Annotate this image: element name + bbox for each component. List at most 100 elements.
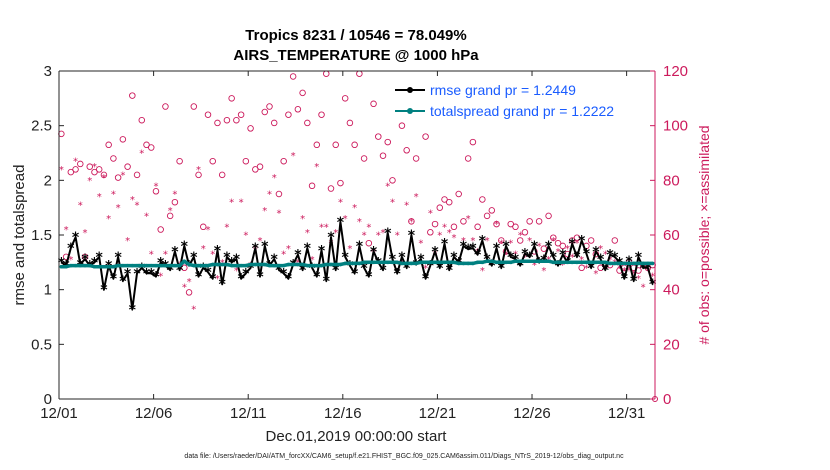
obs-possible-point (195, 171, 202, 179)
obs-possible-point (441, 196, 448, 203)
obs-possible-point (351, 141, 358, 149)
obs-assimilated-point: * (499, 239, 504, 250)
totalspread-point (404, 261, 409, 266)
obs-possible-point (483, 212, 491, 220)
rmse-point: * (143, 266, 151, 282)
rmse-point: * (138, 261, 146, 277)
obs-assimilated-point: * (447, 228, 452, 239)
rmse-point: * (606, 248, 614, 264)
obs-assimilated-point: * (201, 244, 206, 255)
totalspread-point (508, 260, 513, 265)
obs-possible-point (77, 160, 84, 168)
rmse-point: * (237, 272, 245, 288)
totalspread-point (352, 261, 357, 266)
obs-possible-point (327, 185, 335, 192)
totalspread-point (390, 260, 395, 265)
totalspread-point (603, 260, 608, 265)
obs-assimilated-point: * (357, 217, 362, 228)
obs-possible-point (516, 237, 524, 244)
obs-assimilated-point: * (73, 157, 78, 168)
totalspread-point (560, 260, 565, 265)
obs-possible-point (204, 111, 212, 118)
y2-tick-label: 120 (663, 63, 688, 80)
obs-possible-point (389, 177, 396, 184)
obs-assimilated-point: * (111, 190, 116, 201)
totalspread-point (504, 260, 508, 265)
totalspread-point (409, 261, 414, 266)
totalspread-point (456, 261, 461, 266)
rmse-point: * (247, 261, 255, 277)
obs-possible-point (408, 218, 415, 225)
totalspread-point (428, 260, 433, 265)
obs-possible-point (138, 116, 146, 124)
obs-possible-point (157, 226, 164, 233)
obs-assimilated-point: * (144, 211, 149, 222)
obs-assimilated-point: * (508, 239, 513, 250)
obs-assimilated-point: * (570, 252, 575, 263)
y2-tick-label: 0 (663, 391, 671, 408)
obs-assimilated-point: * (172, 190, 177, 201)
obs-possible-point (266, 103, 273, 110)
legend-rmse-marker (407, 87, 413, 93)
obs-assimilated-point: * (537, 241, 542, 252)
obs-assimilated-point: * (593, 269, 598, 280)
totalspread-point (362, 260, 366, 265)
obs-possible-point (450, 223, 458, 231)
obs-assimilated-point: * (556, 247, 561, 258)
totalspread-point (239, 263, 243, 268)
totalspread-point (291, 262, 295, 267)
totalspread-point (158, 263, 163, 268)
rmse-point: * (644, 261, 652, 277)
rmse-point: * (223, 250, 231, 266)
totalspread-point (225, 262, 229, 267)
rmse-point: * (327, 230, 335, 246)
obs-assimilated-point: * (139, 149, 144, 160)
obs-assimilated-point: * (262, 206, 267, 217)
totalspread-point (201, 263, 206, 268)
obs-assimilated-point: * (622, 266, 627, 277)
obs-possible-point (299, 89, 306, 97)
totalspread-point (177, 263, 182, 268)
obs-assimilated-point: * (78, 200, 83, 211)
rmse-point: * (219, 277, 227, 293)
obs-assimilated-point: * (522, 252, 527, 263)
obs-possible-point (474, 223, 481, 231)
rmse-point: * (181, 239, 189, 255)
obs-assimilated-point: * (480, 266, 485, 277)
y-tick-label: 2.5 (31, 118, 52, 135)
obs-possible-point (398, 122, 406, 129)
obs-possible-point (512, 223, 519, 231)
rmse-point: * (569, 237, 577, 253)
totalspread-point (532, 259, 537, 264)
totalspread-point (59, 264, 64, 269)
rmse-point: * (157, 255, 165, 271)
x-tick-label: 12/21 (419, 405, 457, 422)
obs-possible-point (313, 141, 321, 149)
totalspread-point (281, 263, 286, 268)
rmse-point: * (488, 259, 496, 275)
obs-assimilated-point: * (560, 261, 565, 272)
obs-assimilated-point: * (243, 231, 248, 242)
totalspread-point (490, 259, 494, 264)
totalspread-point (471, 261, 475, 266)
y-tick-label: 0.5 (31, 336, 52, 353)
legend-box (389, 80, 650, 122)
obs-possible-point (578, 264, 585, 272)
rmse-point: * (450, 250, 458, 266)
obs-assimilated-point: * (650, 272, 655, 283)
obs-assimilated-point: * (527, 236, 532, 247)
obs-assimilated-point: * (229, 198, 234, 209)
obs-assimilated-point: * (153, 181, 158, 192)
rmse-point: * (535, 255, 543, 271)
obs-possible-point (261, 108, 269, 116)
totalspread-point (565, 260, 570, 265)
obs-possible-point (252, 166, 259, 173)
rmse-point: * (318, 243, 326, 259)
rmse-point: * (129, 302, 137, 318)
obs-possible-point (162, 103, 169, 110)
rmse-point: * (649, 277, 657, 293)
rmse-point: * (408, 228, 416, 244)
totalspread-point (537, 259, 541, 264)
rmse-point: * (285, 272, 293, 288)
rmse-point: * (100, 283, 108, 299)
